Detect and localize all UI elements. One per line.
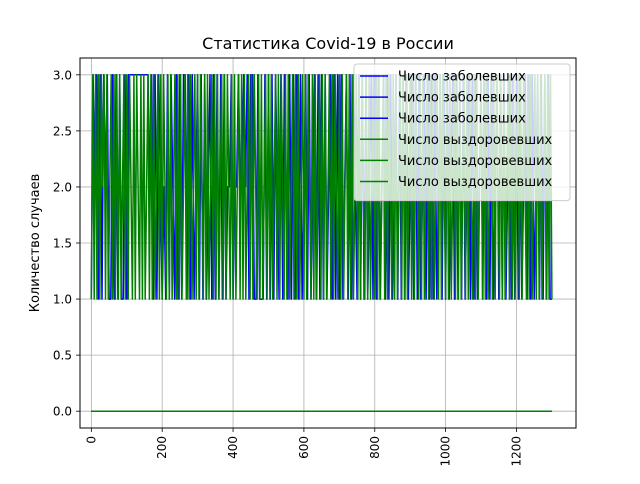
x-tick-label: 1200	[509, 436, 523, 467]
series-line-3	[90, 74, 553, 300]
legend: Число заболевших Число заболевших Число за…	[353, 63, 571, 202]
legend-label: Число заболевших	[398, 91, 526, 106]
x-tick-label: 400	[226, 436, 240, 459]
y-tick-label: 0.0	[53, 405, 72, 419]
legend-label: Число заболевших	[398, 70, 526, 85]
legend-label: Число выздоровевших	[398, 175, 553, 190]
chart-title: Статистика Covid-19 в России	[202, 34, 454, 53]
y-tick-label: 3.0	[53, 68, 72, 82]
x-tick-label: 800	[368, 436, 382, 459]
y-tick-label: 0.5	[53, 349, 72, 363]
legend-label: Число заболевших	[398, 112, 526, 127]
series-layer	[90, 74, 553, 412]
tick-layer: 0 200 400 600 800 1000 1200 0.0 0.5 1.0 1.5 2.0 2.5 3…	[53, 68, 524, 466]
y-tick-label: 2.5	[53, 124, 72, 138]
y-axis-label: Количество случаев	[28, 174, 43, 313]
legend-box	[353, 63, 571, 202]
y-tick-label: 2.0	[53, 180, 72, 194]
legend-label: Число выздоровевших	[398, 154, 553, 169]
x-tick-label: 200	[155, 436, 169, 459]
y-tick-label: 1.0	[53, 293, 72, 307]
x-tick-label: 1000	[439, 436, 453, 467]
x-tick-label: 600	[297, 436, 311, 459]
x-tick-label: 0	[84, 436, 98, 444]
y-tick-label: 1.5	[53, 237, 72, 251]
legend-label: Число выздоровевших	[398, 133, 553, 148]
